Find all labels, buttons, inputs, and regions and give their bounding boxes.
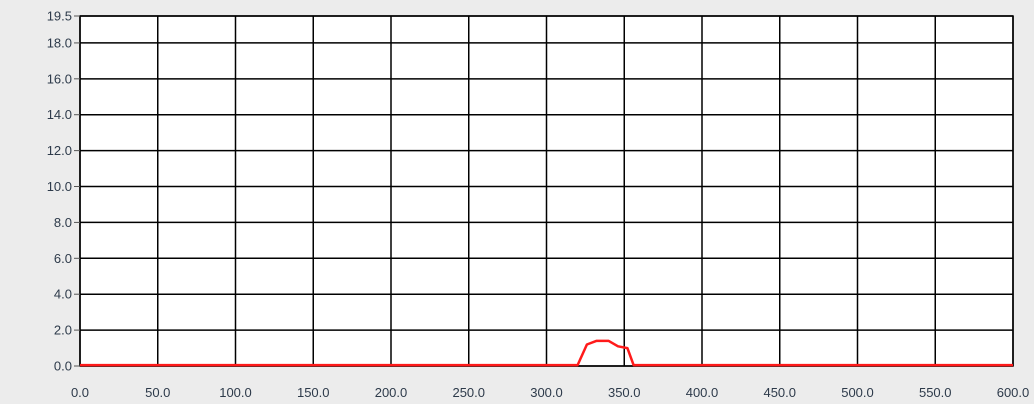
y-tick-label: 19.5 [47, 9, 72, 24]
x-tick-label: 100.0 [219, 385, 252, 400]
x-tick-label: 50.0 [145, 385, 170, 400]
x-tick-label: 550.0 [919, 385, 952, 400]
series-line [80, 339, 1013, 367]
x-tick-label: 200.0 [375, 385, 408, 400]
x-tick-label: 250.0 [452, 385, 485, 400]
x-tick-label: 500.0 [841, 385, 874, 400]
x-tick-label: 350.0 [608, 385, 641, 400]
x-tick-label: 600.0 [997, 385, 1030, 400]
y-tick-label: 8.0 [54, 215, 72, 230]
y-tick-label: 18.0 [47, 35, 72, 50]
y-tick-label: 0.0 [54, 359, 72, 374]
x-tick-label: 400.0 [686, 385, 719, 400]
y-tick-label: 2.0 [54, 323, 72, 338]
y-tick-label: 14.0 [47, 107, 72, 122]
x-tick-label: 150.0 [297, 385, 330, 400]
x-tick-label: 300.0 [530, 385, 563, 400]
y-tick-label: 4.0 [54, 287, 72, 302]
y-tick-label: 12.0 [47, 143, 72, 158]
y-tick-label: 6.0 [54, 251, 72, 266]
y-tick-label: 16.0 [47, 71, 72, 86]
x-tick-label: 0.0 [71, 385, 89, 400]
y-tick-label: 10.0 [47, 179, 72, 194]
x-tick-label: 450.0 [763, 385, 796, 400]
